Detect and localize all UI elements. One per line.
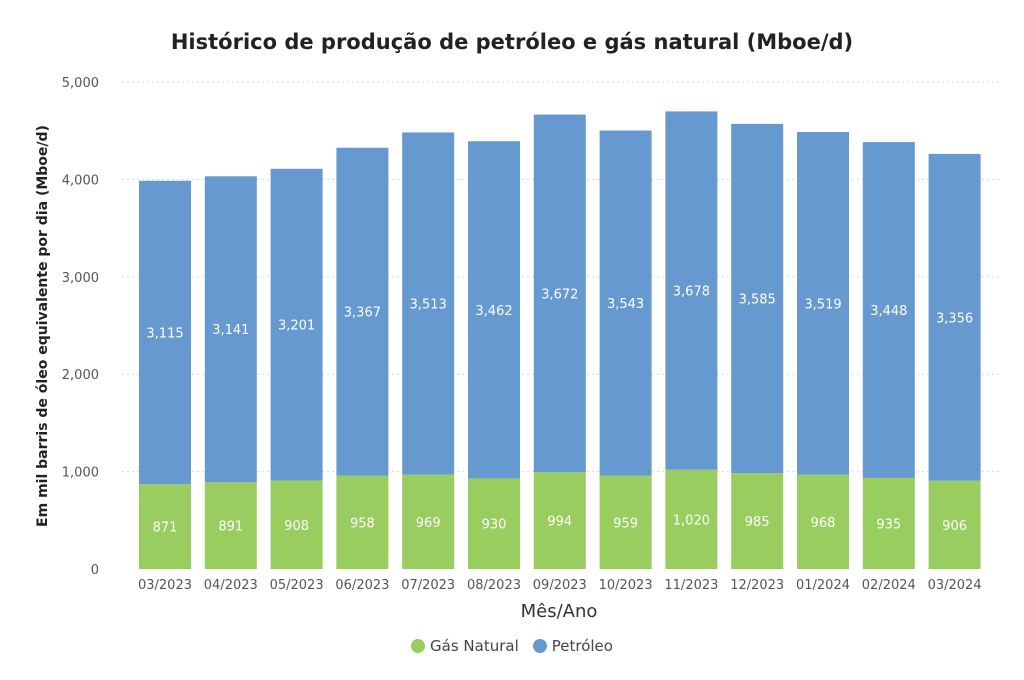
data-label: 3,141 (212, 323, 249, 338)
x-tick-label: 07/2023 (401, 578, 455, 593)
y-tick-label: 3,000 (62, 271, 99, 286)
bar-segment-oil (468, 141, 520, 479)
bar-segment-oil (139, 180, 191, 485)
x-tick-label: 09/2023 (533, 578, 587, 593)
data-label: 3,678 (673, 285, 710, 300)
bar-segment-oil (665, 111, 718, 470)
bar-segment-oil (928, 153, 981, 481)
y-tick-label: 2,000 (62, 368, 99, 383)
bar-segment-gas (862, 477, 915, 569)
x-tick-label: 12/2023 (730, 578, 784, 593)
data-label: 3,672 (541, 287, 578, 302)
data-label: 969 (416, 516, 441, 531)
bar-segment-gas (928, 480, 981, 569)
bar-segment-oil (270, 168, 323, 481)
y-tick-label: 5,000 (62, 76, 99, 91)
bar-segment-oil (797, 131, 849, 475)
legend-label-gas: Gás Natural (430, 637, 519, 655)
y-tick-label: 0 (91, 563, 99, 578)
data-label: 930 (482, 518, 507, 533)
x-tick-label: 03/2024 (928, 578, 982, 593)
data-label: 985 (745, 515, 770, 530)
x-tick-label: 04/2023 (204, 578, 258, 593)
bar-segment-gas (336, 475, 389, 569)
data-label: 891 (218, 520, 243, 535)
data-label: 3,201 (278, 319, 315, 334)
legend-label-oil: Petróleo (551, 637, 613, 655)
bar-segment-gas (402, 474, 455, 569)
x-tick-label: 03/2023 (138, 578, 192, 593)
x-tick-label: 11/2023 (664, 578, 718, 593)
bar-segment-oil (731, 123, 784, 474)
data-label: 3,367 (344, 306, 381, 321)
bar-segment-gas (599, 475, 652, 569)
data-label: 959 (613, 516, 638, 531)
x-tick-label: 01/2024 (796, 578, 850, 593)
chart-title: Histórico de produção de petróleo e gás … (170, 30, 854, 54)
data-label: 935 (876, 517, 901, 532)
data-label: 958 (350, 516, 375, 531)
x-tick-label: 06/2023 (335, 578, 389, 593)
data-label: 3,448 (870, 304, 907, 319)
data-label: 1,020 (673, 513, 710, 528)
bar-segment-gas (139, 484, 191, 569)
bar-segment-oil (533, 114, 586, 473)
bar-segment-gas (797, 474, 849, 569)
data-label: 3,585 (739, 292, 776, 307)
bar-segment-gas (533, 472, 586, 569)
bar-segment-gas (468, 478, 520, 569)
y-axis-title: Em mil barris de óleo equivalente por di… (35, 125, 51, 527)
bar-segment-gas (665, 469, 718, 569)
data-label: 3,462 (475, 304, 512, 319)
data-label: 906 (942, 519, 967, 534)
x-tick-label: 10/2023 (599, 578, 653, 593)
legend-swatch-oil (532, 639, 547, 653)
bar-segment-oil (204, 176, 257, 483)
legend: Gás Natural Petróleo (0, 637, 1024, 655)
x-tick-label: 08/2023 (467, 578, 521, 593)
legend-item-oil[interactable]: Petróleo (532, 637, 613, 655)
legend-item-gas[interactable]: Gás Natural (411, 637, 519, 655)
bar-segment-oil (402, 132, 455, 475)
bar-segment-oil (599, 130, 652, 476)
data-label: 994 (547, 515, 572, 530)
bar-segment-gas (270, 480, 323, 569)
legend-swatch-gas (411, 639, 426, 653)
data-label: 3,543 (607, 297, 644, 312)
bar-segment-gas (731, 473, 784, 569)
data-label: 3,513 (410, 298, 447, 313)
data-label: 3,356 (936, 311, 973, 326)
x-axis-title: Mês/Ano (521, 601, 598, 622)
bar-segment-oil (862, 142, 915, 478)
data-label: 968 (811, 516, 836, 531)
bar-segment-gas (204, 482, 257, 569)
data-label: 3,519 (804, 297, 841, 312)
y-tick-label: 1,000 (62, 466, 99, 481)
x-tick-label: 02/2024 (862, 578, 916, 593)
y-tick-label: 4,000 (62, 173, 99, 188)
bar-segment-oil (336, 147, 389, 476)
data-label: 871 (153, 521, 178, 536)
data-label: 908 (284, 519, 309, 534)
x-tick-label: 05/2023 (270, 578, 324, 593)
data-label: 3,115 (146, 326, 183, 341)
